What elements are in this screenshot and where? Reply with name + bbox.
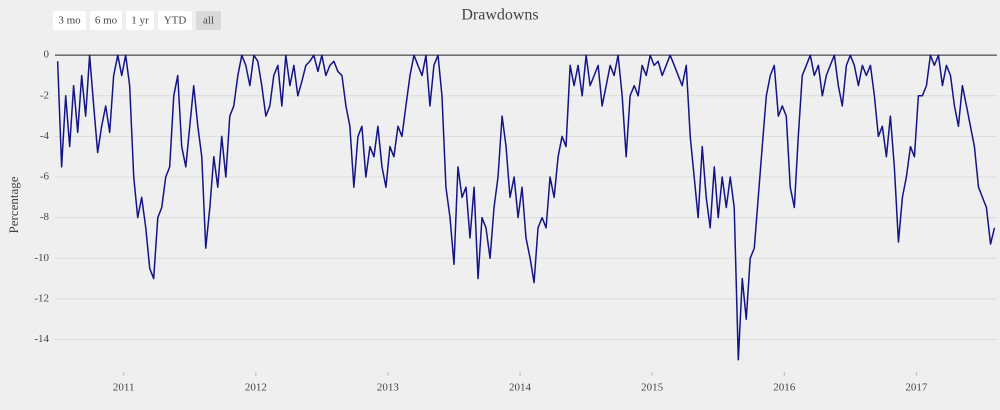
button-background[interactable]	[158, 11, 192, 30]
y-tick-label: -14	[34, 333, 49, 345]
button-label[interactable]: 3 mo	[58, 15, 81, 27]
x-tick-label: 2014	[509, 382, 532, 394]
y-tick-label: -2	[40, 89, 49, 101]
drawdown-line	[56, 54, 996, 361]
y-tick-label: -8	[40, 211, 50, 223]
x-tick-label: 2017	[905, 382, 928, 394]
button-background[interactable]	[53, 11, 86, 30]
x-tick-label: 2011	[113, 382, 135, 394]
y-axis-title: Percentage	[6, 176, 21, 233]
range-button[interactable]: 3 mo	[53, 11, 86, 30]
range-button[interactable]: 6 mo	[90, 11, 122, 30]
y-tick-label: -6	[40, 171, 50, 183]
y-tick-label: -10	[34, 252, 49, 264]
y-tick-label: 0	[44, 49, 50, 61]
button-background[interactable]	[126, 11, 154, 30]
y-tick-label: -12	[34, 292, 49, 304]
range-button[interactable]: all	[196, 11, 221, 30]
x-tick-label: 2013	[377, 382, 400, 394]
button-background[interactable]	[90, 11, 122, 30]
x-tick-label: 2015	[641, 382, 664, 394]
chart-title: Drawdowns	[461, 7, 538, 24]
range-selector: 3 mo 6 mo 1 yr YTD all	[53, 11, 221, 30]
button-label[interactable]: 6 mo	[95, 15, 118, 27]
y-tick-label: -4	[40, 130, 50, 142]
x-tick-label: 2012	[245, 382, 267, 394]
button-label[interactable]: all	[203, 15, 214, 27]
button-background[interactable]	[196, 11, 221, 30]
x-tick-label: 2016	[773, 382, 796, 394]
range-button[interactable]: YTD	[158, 11, 192, 30]
plot-area	[56, 54, 996, 361]
button-label[interactable]: 1 yr	[131, 15, 149, 27]
button-label[interactable]: YTD	[164, 15, 187, 27]
range-button[interactable]: 1 yr	[126, 11, 154, 30]
